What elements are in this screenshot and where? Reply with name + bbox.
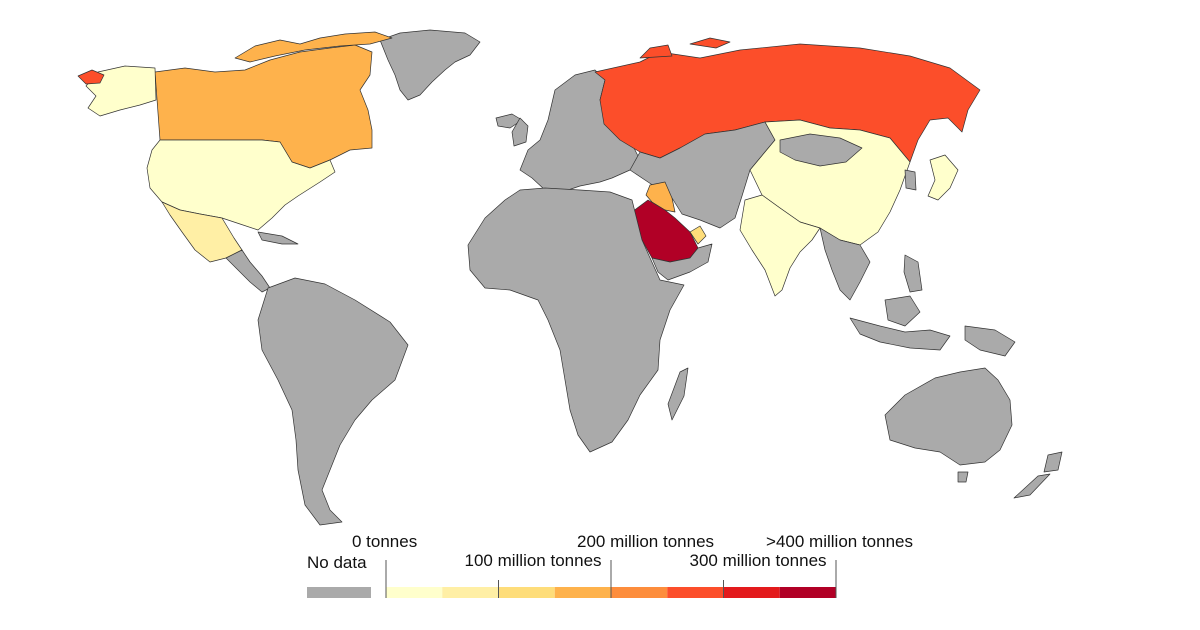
legend-bin bbox=[386, 587, 443, 598]
region-caribbean bbox=[257, 231, 299, 245]
region-united-states bbox=[146, 139, 336, 231]
region-canada-islands bbox=[234, 31, 393, 63]
region-indonesia bbox=[849, 317, 951, 351]
region-greenland bbox=[379, 29, 481, 101]
region-new-zealand bbox=[1043, 451, 1063, 473]
region-png bbox=[964, 325, 1016, 357]
region-africa bbox=[467, 187, 685, 453]
legend-tick-label: 300 million tonnes bbox=[690, 551, 827, 570]
region-india bbox=[739, 194, 821, 297]
region-borneo bbox=[884, 295, 921, 327]
region-iraq bbox=[645, 181, 676, 213]
region-russia-north bbox=[639, 44, 673, 59]
legend-tick-label: 200 million tonnes bbox=[577, 532, 714, 551]
legend-bin bbox=[723, 587, 780, 598]
region-south-america bbox=[257, 277, 409, 526]
region-korea bbox=[904, 169, 917, 191]
region-chukotka-fragment bbox=[77, 69, 105, 85]
legend-bin bbox=[667, 587, 724, 598]
legend-tick-label: >400 million tonnes bbox=[766, 532, 913, 551]
region-japan bbox=[927, 154, 959, 201]
region-yemen-oman bbox=[651, 243, 713, 281]
region-madagascar bbox=[667, 367, 689, 421]
legend-bin bbox=[779, 587, 836, 598]
region-alaska bbox=[85, 65, 157, 117]
region-uae bbox=[689, 225, 707, 245]
region-iceland bbox=[495, 113, 523, 129]
legend-no-data-swatch bbox=[307, 587, 371, 598]
region-new-zealand-south bbox=[1013, 473, 1051, 499]
legend-bin bbox=[611, 587, 668, 598]
legend-bin bbox=[498, 587, 555, 598]
region-australia bbox=[884, 367, 1013, 466]
region-tasmania bbox=[957, 471, 969, 483]
legend-tick-label: 0 tonnes bbox=[352, 532, 417, 551]
legend-no-data-label: No data bbox=[307, 553, 367, 572]
region-uk bbox=[511, 117, 529, 147]
legend-bin bbox=[442, 587, 499, 598]
region-central-america bbox=[225, 249, 271, 293]
region-mongolia bbox=[779, 133, 863, 167]
legend-bin bbox=[554, 587, 611, 598]
region-philippines bbox=[903, 254, 923, 293]
region-southeast-asia bbox=[819, 227, 871, 301]
region-russia-north-2 bbox=[689, 37, 731, 49]
legend-tick-label: 100 million tonnes bbox=[465, 551, 602, 570]
legend-color-scale bbox=[386, 587, 836, 598]
